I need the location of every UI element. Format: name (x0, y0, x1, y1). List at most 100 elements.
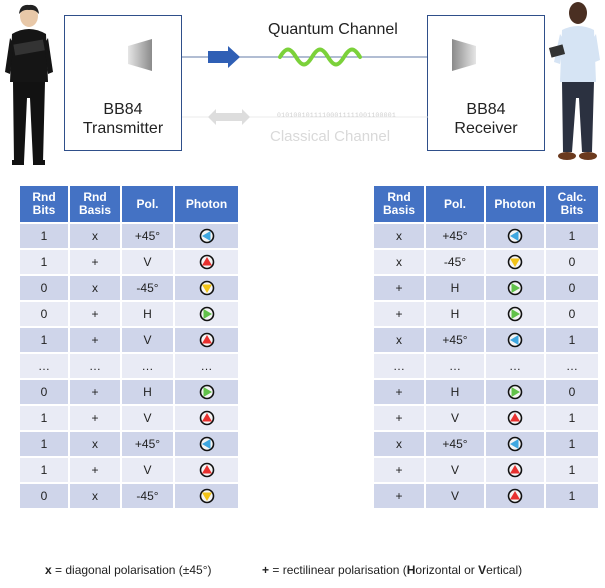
table-cell: 1 (546, 328, 598, 352)
legend-v-rest: ertical) (486, 563, 523, 577)
table-cell: 1 (546, 484, 598, 508)
table-cell: H (426, 276, 484, 300)
header-rnd-basis: Rnd Basis (70, 186, 120, 222)
photon-cell (486, 224, 544, 248)
photon-icon (199, 384, 214, 400)
table-cell: x (70, 484, 120, 508)
table-row: 1 x +45° (20, 432, 238, 456)
table-cell: x (70, 432, 120, 456)
table-cell: 1 (20, 458, 68, 482)
table-cell: -45° (426, 250, 484, 274)
photon-icon (199, 410, 214, 426)
photon-icon (199, 332, 214, 348)
header-calc-bits: Calc. Bits (546, 186, 598, 222)
table-cell: … (546, 354, 598, 378)
photon-icon (199, 488, 214, 504)
table-cell: x (374, 250, 424, 274)
table-cell: 0 (20, 484, 68, 508)
photon-cell (486, 458, 544, 482)
photon-cell (175, 432, 238, 456)
photon-cell (175, 328, 238, 352)
photon-cell (175, 224, 238, 248)
header-rnd-basis: Rnd Basis (374, 186, 424, 222)
table-cell: +45° (426, 432, 484, 456)
table-cell: V (426, 406, 484, 430)
table-cell: +45° (122, 432, 173, 456)
table-cell: +45° (426, 328, 484, 352)
classical-channel-line (182, 109, 428, 125)
photon-cell (486, 302, 544, 326)
photon-icon (507, 280, 523, 296)
photon-icon (199, 462, 214, 478)
table-cell: H (426, 302, 484, 326)
table-cell: + (70, 458, 120, 482)
table-cell: 1 (20, 250, 68, 274)
transmitter-subtitle: Transmitter (82, 120, 164, 137)
table-cell: + (70, 328, 120, 352)
photon-cell (175, 380, 238, 404)
legend-rectilinear: + = rectilinear polarisation (Horizontal… (262, 563, 522, 577)
table-cell: V (122, 458, 173, 482)
table-cell: + (374, 276, 424, 300)
photon-icon (507, 436, 523, 452)
photon-cell (175, 302, 238, 326)
receiver-box: BB84 Receiver (427, 15, 545, 151)
table-cell: x (374, 224, 424, 248)
table-cell: -45° (122, 276, 173, 300)
table-cell: + (374, 380, 424, 404)
table-cell: 0 (20, 276, 68, 300)
photon-icon (507, 462, 523, 478)
quantum-channel-line (182, 46, 428, 68)
table-row: 0 x -45° (20, 276, 238, 300)
quantum-arrow-icon (208, 46, 240, 68)
table-cell: 1 (20, 328, 68, 352)
table-row: + H 0 (374, 302, 598, 326)
photon-cell (486, 380, 544, 404)
table-cell: … (374, 354, 424, 378)
table-cell: 1 (20, 432, 68, 456)
table-cell: + (374, 484, 424, 508)
table-cell: +45° (122, 224, 173, 248)
table-row: x +45° 1 (374, 224, 598, 248)
table-cell: V (426, 484, 484, 508)
table-cell: 0 (546, 302, 598, 326)
table-row: + V 1 (374, 458, 598, 482)
photon-cell: … (486, 354, 544, 378)
table-cell: +45° (426, 224, 484, 248)
table-cell: … (122, 354, 173, 378)
photon-cell: … (175, 354, 238, 378)
transmitter-title: BB84 (103, 101, 143, 118)
table-cell: x (374, 432, 424, 456)
table-cell: 1 (20, 224, 68, 248)
table-cell: V (122, 406, 173, 430)
table-row: x -45° 0 (374, 250, 598, 274)
photon-cell (486, 406, 544, 430)
classical-channel-label: Classical Channel (270, 128, 391, 145)
photon-cell (486, 276, 544, 300)
table-cell: … (70, 354, 120, 378)
photon-icon (507, 410, 523, 426)
table-row: 1 + V (20, 458, 238, 482)
photon-wave-icon (278, 47, 362, 67)
classical-double-arrow-icon (208, 109, 250, 125)
transmitter-table: Rnd Bits Rnd Basis Pol. Photon 1 x +45° 1 + V 0 x… (18, 184, 240, 510)
table-cell: 0 (20, 380, 68, 404)
table-row: ………… (20, 354, 238, 378)
table-cell: 1 (546, 458, 598, 482)
table-row: + H 0 (374, 276, 598, 300)
table-cell: x (374, 328, 424, 352)
table-cell: V (426, 458, 484, 482)
table-row: 0 + H (20, 380, 238, 404)
table-cell: V (122, 250, 173, 274)
receiver-title: BB84 (466, 101, 506, 118)
table-cell: + (374, 458, 424, 482)
legend-diagonal-text: = diagonal polarisation (±45°) (51, 563, 212, 577)
table-cell: 1 (20, 406, 68, 430)
photon-icon (199, 254, 214, 270)
table-cell: H (426, 380, 484, 404)
table-cell: … (20, 354, 68, 378)
table-cell: x (70, 276, 120, 300)
table-cell: x (70, 224, 120, 248)
photon-cell (486, 328, 544, 352)
table-cell: … (426, 354, 484, 378)
